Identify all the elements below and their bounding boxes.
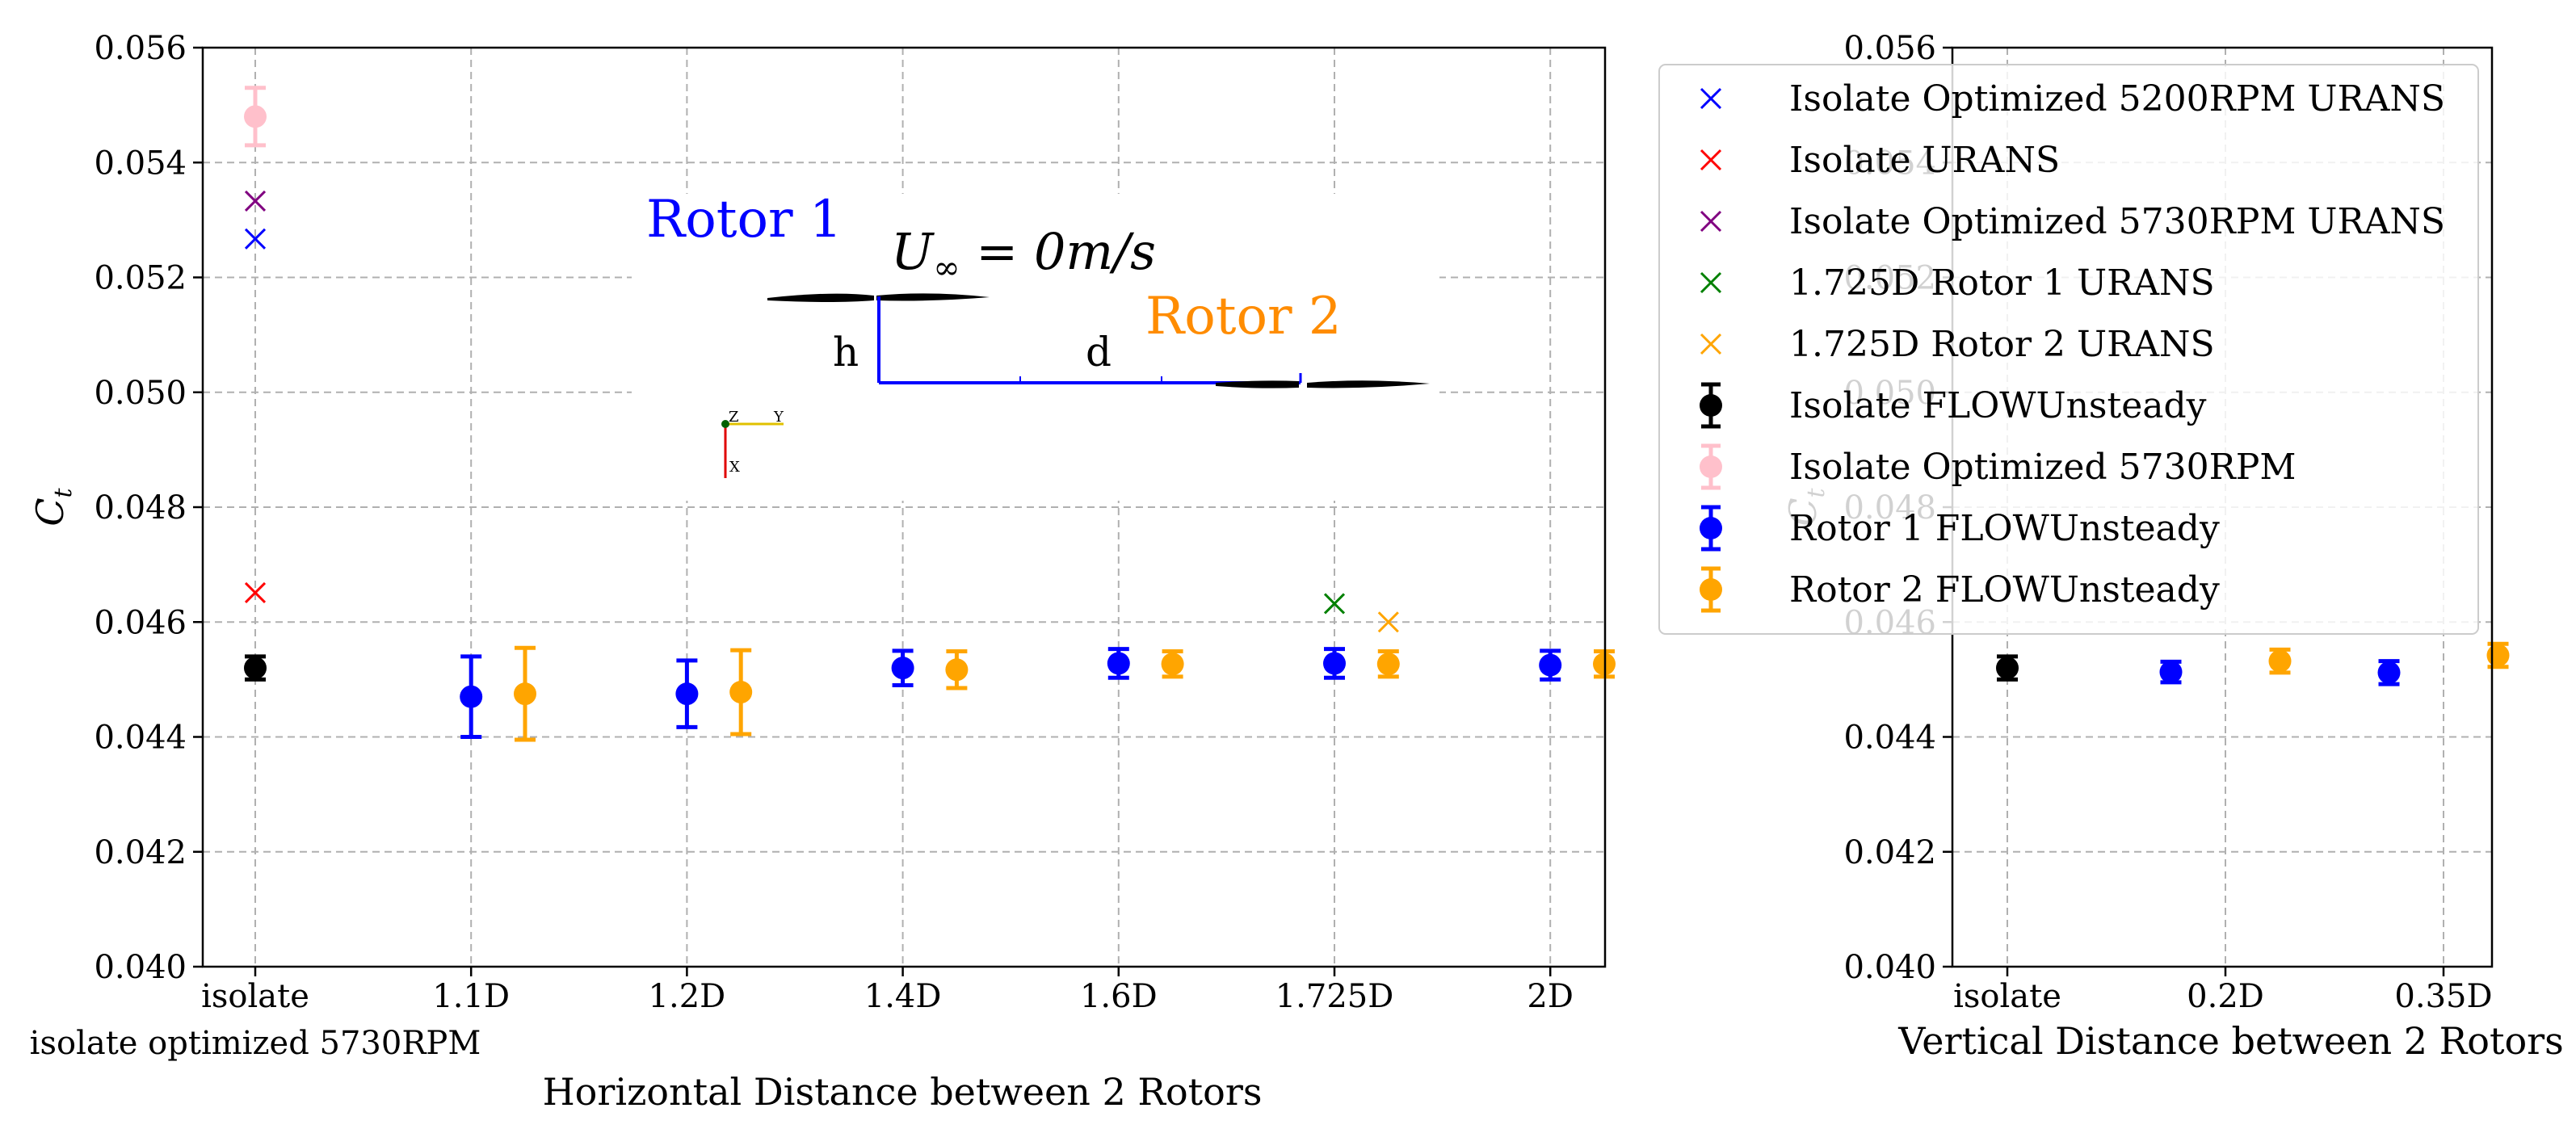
legend-label: Isolate URANS — [1789, 140, 2060, 181]
legend-label: 1.725D Rotor 1 URANS — [1789, 262, 2215, 304]
right-data-marks — [1996, 641, 2510, 686]
cross-marker — [244, 190, 267, 212]
left-xtick-label: 1.1D — [432, 978, 510, 1015]
legend-entry: Isolate URANS — [1700, 140, 2060, 181]
legend-entries: Isolate Optimized 5200RPM URANS Isolate U… — [1700, 78, 2445, 613]
errorbar-point — [891, 648, 914, 687]
errorbar-point — [2159, 659, 2183, 685]
inset-rotor1-blade — [767, 293, 874, 302]
errorbar-point — [1161, 649, 1184, 679]
left-xtick-label: 1.4D — [864, 978, 942, 1015]
left-x-ticks: isolate 1.1D 1.2D 1.4D 1.6D 1.725D 2D — [201, 967, 1574, 1015]
legend-entry: Isolate Optimized 5730RPM URANS — [1700, 201, 2445, 242]
inset-rotor2-blade-right — [1307, 380, 1430, 388]
left-ytick-label: 0.042 — [94, 834, 187, 871]
errorbar-point — [460, 654, 483, 739]
errorbar-point — [514, 645, 536, 742]
inset-axis-x: X — [729, 459, 740, 476]
errorbar-point — [2377, 659, 2401, 686]
errorbar-point — [675, 658, 699, 729]
legend-label: 1.725D Rotor 2 URANS — [1789, 324, 2215, 365]
left-xtick-label: 1.725D — [1275, 978, 1394, 1015]
left-xtick-label: 1.6D — [1080, 978, 1158, 1015]
inset-background — [632, 194, 1439, 501]
left-x-sublabel: isolate optimized 5730RPM — [30, 1025, 481, 1062]
errorbar-point — [2486, 641, 2510, 669]
left-ytick-label: 0.050 — [94, 375, 187, 412]
errorbar-point — [244, 86, 267, 148]
left-ytick-label: 0.044 — [94, 720, 187, 757]
legend: Isolate Optimized 5200RPM URANS Isolate U… — [1658, 64, 2479, 635]
cross-marker — [244, 228, 267, 250]
legend-entry: 1.725D Rotor 2 URANS — [1700, 324, 2215, 365]
left-x-axis-label: Horizontal Distance between 2 Rotors — [543, 1070, 1263, 1114]
left-y-ticks: 0.040 0.042 0.044 0.046 0.048 0.050 0.052 0.054… — [94, 30, 203, 986]
right-xtick-label: isolate — [1953, 978, 2061, 1015]
left-ytick-label: 0.056 — [94, 30, 187, 67]
right-x-ticks: isolate 0.2D 0.35D — [1953, 967, 2493, 1015]
left-ytick-label: 0.046 — [94, 604, 187, 641]
inset-rotor2-blade — [1216, 380, 1299, 388]
legend-entry: 1.725D Rotor 1 URANS — [1700, 262, 2215, 304]
legend-entry: Isolate Optimized 5200RPM URANS — [1700, 78, 2445, 120]
legend-label: Isolate Optimized 5200RPM URANS — [1789, 78, 2445, 120]
right-ytick-label: 0.042 — [1843, 834, 1936, 871]
errorbar-point — [1323, 647, 1346, 680]
errorbar-point — [1539, 648, 1562, 682]
legend-frame — [1658, 64, 2479, 635]
legend-entry: Rotor 2 FLOWUnsteady — [1700, 566, 2220, 613]
right-xtick-label: 0.2D — [2187, 978, 2264, 1015]
rotor-layout-inset: Rotor 1 U∞ = 0m/s Rotor 2 h d Z Y X — [632, 190, 1439, 501]
inset-rotor1-blade-right — [876, 293, 990, 301]
errorbar-point — [244, 654, 267, 682]
legend-entry: Isolate FLOWUnsteady — [1700, 382, 2207, 429]
errorbar-point — [1107, 647, 1130, 680]
legend-label: Isolate Optimized 5730RPM URANS — [1789, 201, 2445, 242]
right-ytick-label: 0.056 — [1843, 30, 1936, 67]
inset-axis-z: Z — [729, 409, 739, 426]
left-ytick-label: 0.052 — [94, 260, 187, 297]
inset-h-label: h — [833, 329, 859, 376]
errorbar-point — [2268, 647, 2292, 675]
inset-coordinate-axes: Z Y X — [721, 409, 784, 478]
legend-entry: Rotor 1 FLOWUnsteady — [1700, 505, 2220, 552]
errorbar-point — [729, 648, 753, 737]
legend-label: Rotor 2 FLOWUnsteady — [1789, 569, 2220, 611]
legend-entry: Isolate Optimized 5730RPM — [1700, 443, 2296, 490]
left-y-axis-label: Ct — [28, 487, 78, 526]
cross-marker — [244, 581, 267, 604]
left-xtick-label: 2D — [1527, 978, 1574, 1015]
left-ytick-label: 0.054 — [94, 145, 187, 182]
left-ytick-label: 0.040 — [94, 949, 187, 986]
legend-label: Rotor 1 FLOWUnsteady — [1789, 508, 2220, 549]
left-xtick-label: isolate — [201, 978, 309, 1015]
right-ytick-label: 0.044 — [1843, 720, 1936, 757]
inset-rotor1-label: Rotor 1 — [646, 190, 843, 250]
right-xtick-label: 0.35D — [2394, 978, 2492, 1015]
cross-marker — [1323, 593, 1346, 615]
inset-axis-y: Y — [773, 409, 784, 426]
inset-d-label: d — [1086, 329, 1112, 376]
inset-velocity-label: U∞ = 0m/s — [891, 222, 1156, 287]
legend-label: Isolate FLOWUnsteady — [1789, 385, 2207, 426]
cross-marker — [1377, 611, 1399, 633]
left-xtick-label: 1.2D — [649, 978, 726, 1015]
left-ytick-label: 0.048 — [94, 489, 187, 527]
left-chart: 0.040 0.042 0.044 0.046 0.048 0.050 0.052 0.054… — [28, 30, 1616, 1114]
right-x-axis-label: Vertical Distance between 2 Rotors — [1897, 1019, 2564, 1063]
legend-label: Isolate Optimized 5730RPM — [1789, 447, 2296, 488]
inset-rotor2-label: Rotor 2 — [1145, 287, 1342, 346]
errorbar-point — [1996, 654, 2019, 682]
errorbar-point — [1376, 649, 1400, 679]
right-ytick-label: 0.040 — [1843, 949, 1936, 986]
errorbar-point — [945, 649, 969, 690]
